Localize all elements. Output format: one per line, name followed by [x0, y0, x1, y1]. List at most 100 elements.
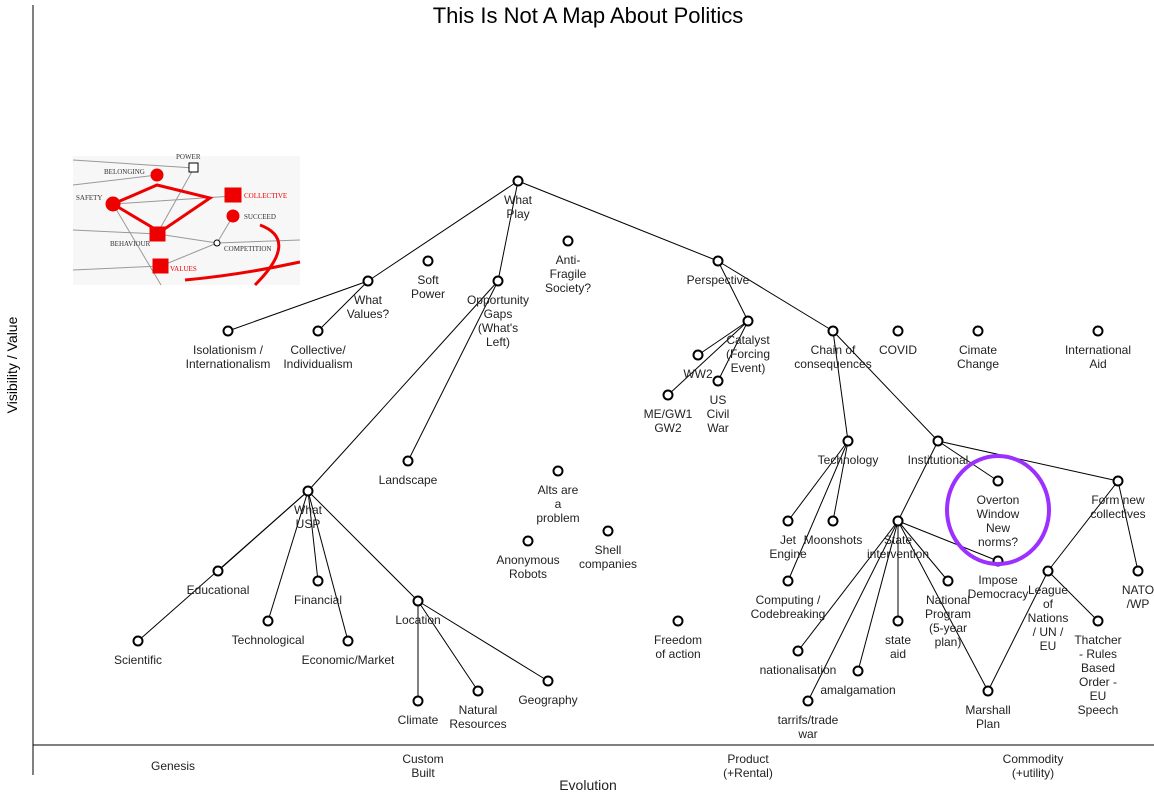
component-label: Financial [293, 593, 343, 607]
inset-label: COLLECTIVE [244, 192, 287, 200]
link [367, 180, 519, 282]
link [307, 490, 349, 642]
component-label: Economic/Market [301, 653, 395, 667]
component-label: Catalyst (Forcing Event) [725, 333, 771, 375]
link [987, 570, 1049, 692]
link [267, 490, 309, 622]
component-node [842, 435, 854, 447]
links [137, 180, 1139, 702]
component-node [892, 515, 904, 527]
component-label: League of Nations / UN / EU [1027, 583, 1069, 653]
component-label: Overton Window New norms? [976, 493, 1020, 549]
component-node [522, 535, 534, 547]
link [787, 440, 849, 582]
component-node [662, 389, 674, 401]
component-node [342, 635, 354, 647]
component-label: WW2 [683, 367, 713, 381]
component-node [1092, 325, 1104, 337]
component-label: COVID [878, 343, 918, 357]
link [787, 440, 849, 522]
component-node [1092, 615, 1104, 627]
component-label: Freedom of action [653, 633, 703, 661]
component-node [132, 635, 144, 647]
component-node [312, 575, 324, 587]
component-node [552, 465, 564, 477]
component-node [422, 255, 434, 267]
component-node [892, 615, 904, 627]
component-node [742, 315, 754, 327]
link [137, 490, 309, 642]
component-node [712, 255, 724, 267]
component-node [827, 325, 839, 337]
component-label: Natural Resources [449, 703, 507, 731]
component-node [892, 325, 904, 337]
component-node [212, 565, 224, 577]
component-label: Location [395, 613, 441, 627]
component-label: State intervention [866, 533, 930, 561]
link [937, 440, 999, 482]
component-node [302, 485, 314, 497]
component-label: Collective/ Individualism [283, 343, 353, 371]
component-label: Impose Democracy [967, 573, 1029, 601]
component-node [262, 615, 274, 627]
component-node [362, 275, 374, 287]
component-label: Climate [397, 713, 439, 727]
link [417, 600, 549, 682]
component-node [692, 349, 704, 361]
stage-label: Product (+Rental) [723, 752, 773, 780]
link [407, 280, 499, 462]
component-label: Chain of consequences [794, 343, 872, 371]
link [697, 320, 749, 356]
component-label: Educational [186, 583, 250, 597]
component-label: What Play [503, 193, 533, 221]
link [897, 440, 939, 522]
inset-image [72, 156, 301, 287]
component-node [222, 325, 234, 337]
inset-label: BEHAVIOUR [110, 240, 151, 248]
link [317, 280, 369, 332]
link [307, 280, 499, 492]
component-label: Opportunity Gaps (What's Left) [466, 293, 530, 349]
component-label: Geography [518, 693, 578, 707]
component-node [412, 595, 424, 607]
component-label: Anti- Fragile Society? [544, 253, 592, 295]
link [1047, 570, 1099, 622]
link [417, 600, 479, 692]
link [667, 320, 749, 396]
component-label: Technological [231, 633, 305, 647]
component-node [932, 435, 944, 447]
component-node [412, 695, 424, 707]
link [937, 440, 1119, 482]
stage-label: Genesis [150, 759, 196, 773]
component-label: Marshall Plan [965, 703, 1011, 731]
link [1117, 480, 1139, 572]
component-node [1132, 565, 1144, 577]
inset-label: VALUES [170, 265, 197, 273]
component-label: Isolationism / Internationalism [185, 343, 271, 371]
component-label: Jet Engine [769, 533, 807, 561]
component-label: What Values? [346, 293, 390, 321]
link [832, 330, 939, 442]
component-node [512, 175, 524, 187]
component-label: International Aid [1064, 343, 1132, 371]
component-label: Perspective [686, 273, 750, 287]
component-label: amalgamation [820, 683, 896, 697]
link [807, 520, 899, 702]
component-label: Thatcher - Rules Based Order - EU Speech [1074, 633, 1122, 717]
stage-label: Custom Built [402, 752, 444, 780]
component-node [672, 615, 684, 627]
inset-label: POWER [176, 153, 201, 161]
component-label: Cimate Change [956, 343, 1000, 371]
component-node [312, 325, 324, 337]
link [897, 520, 949, 582]
link [832, 440, 849, 522]
component-node [472, 685, 484, 697]
component-node [492, 275, 504, 287]
component-node [992, 475, 1004, 487]
link [227, 280, 369, 332]
component-node [402, 455, 414, 467]
link [517, 180, 719, 262]
x-axis-label: Evolution [559, 777, 617, 793]
